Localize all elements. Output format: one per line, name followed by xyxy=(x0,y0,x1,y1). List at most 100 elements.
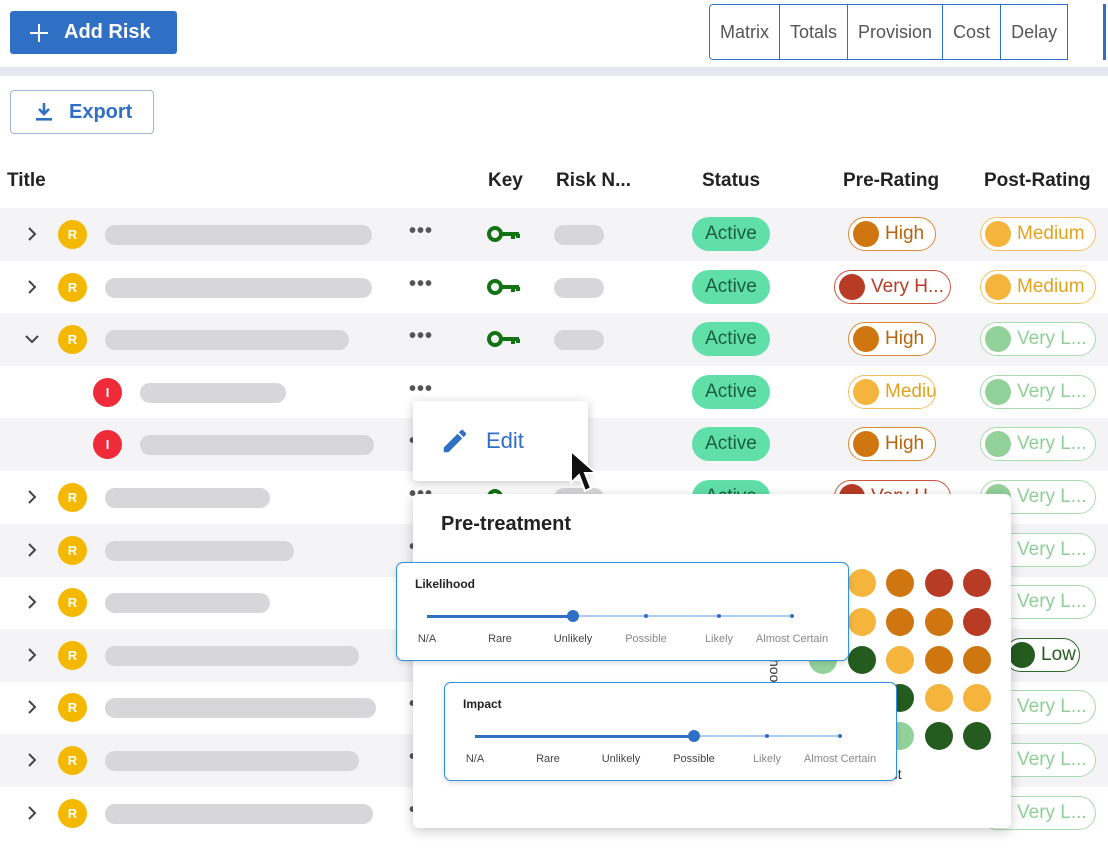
column-pre-rating[interactable]: Pre-Rating xyxy=(843,170,940,191)
matrix-cell[interactable] xyxy=(848,569,876,597)
risk-avatar: R xyxy=(58,483,87,512)
tab-delay[interactable]: Delay xyxy=(1001,5,1068,59)
likelihood-option-label[interactable]: Possible xyxy=(625,633,667,645)
column-key[interactable]: Key xyxy=(488,170,523,191)
impact-slider-tick[interactable] xyxy=(838,734,842,738)
matrix-cell[interactable] xyxy=(886,608,914,636)
risk-avatar: R xyxy=(58,272,87,302)
more-actions-icon[interactable]: ••• xyxy=(409,220,434,242)
likelihood-option-label[interactable]: N/A xyxy=(417,633,437,645)
matrix-cell[interactable] xyxy=(963,684,991,712)
more-actions-icon[interactable]: ••• xyxy=(409,272,434,295)
tab-matrix[interactable]: Matrix xyxy=(710,5,780,59)
tab-provision[interactable]: Provision xyxy=(848,5,944,59)
incident-avatar: I xyxy=(93,377,122,407)
table-row[interactable]: R ••• Active High Very L... xyxy=(0,313,1108,367)
post-rating-label: Very L... xyxy=(1017,801,1087,823)
chevron-right-icon[interactable] xyxy=(24,699,40,715)
add-risk-button[interactable]: Add Risk xyxy=(10,11,177,54)
key-icon xyxy=(487,331,520,348)
edit-label: Edit xyxy=(486,428,524,453)
tab-cost[interactable]: Cost xyxy=(943,5,1002,59)
impact-slider-thumb[interactable] xyxy=(688,730,700,742)
more-actions-icon[interactable]: ••• xyxy=(409,325,434,348)
title-placeholder xyxy=(105,645,359,666)
likelihood-slider-tick[interactable] xyxy=(717,614,721,618)
likelihood-option-label[interactable]: Likely xyxy=(704,633,734,645)
key-icon xyxy=(487,226,520,242)
matrix-cell[interactable] xyxy=(963,722,991,750)
chevron-right-icon[interactable] xyxy=(24,489,40,505)
table-row[interactable]: I ••• Active Medium Very L... xyxy=(0,366,1108,419)
impact-option-label[interactable]: Almost Certain xyxy=(803,753,877,765)
matrix-cell[interactable] xyxy=(963,608,991,636)
impact-slider-tick[interactable] xyxy=(765,734,769,738)
title-placeholder xyxy=(105,225,372,245)
chevron-right-icon[interactable] xyxy=(24,752,40,768)
status-badge: Active xyxy=(692,217,770,251)
chevron-down-icon[interactable] xyxy=(24,331,40,347)
matrix-cell[interactable] xyxy=(848,608,876,636)
plus-icon xyxy=(30,23,48,42)
chevron-right-icon[interactable] xyxy=(24,805,40,821)
pre-rating-label: Very H... xyxy=(871,275,944,297)
impact-option-label[interactable]: Possible xyxy=(673,753,715,765)
matrix-cell[interactable] xyxy=(925,608,953,636)
matrix-cell[interactable] xyxy=(925,569,953,597)
likelihood-slider-tick[interactable] xyxy=(790,614,794,618)
column-title[interactable]: Title xyxy=(7,170,46,191)
likelihood-option-label[interactable]: Rare xyxy=(488,633,512,645)
title-placeholder xyxy=(105,277,372,298)
matrix-cell[interactable] xyxy=(963,646,991,674)
impact-option-label[interactable]: Unlikely xyxy=(601,753,641,765)
post-rating-badge: Very L... xyxy=(980,427,1096,462)
likelihood-option-label[interactable]: Unlikely xyxy=(553,633,593,645)
likelihood-slider-track[interactable] xyxy=(427,615,792,617)
risk-avatar: R xyxy=(58,220,87,249)
likelihood-slider-thumb[interactable] xyxy=(567,610,579,622)
edit-menu-item[interactable]: Edit xyxy=(413,401,588,481)
post-rating-badge: Low xyxy=(1004,637,1080,672)
chevron-right-icon[interactable] xyxy=(24,542,40,558)
chevron-right-icon[interactable] xyxy=(24,279,40,295)
impact-option-label[interactable]: N/A xyxy=(465,753,485,765)
export-button[interactable]: Export xyxy=(10,90,154,134)
matrix-y-axis-label: hoo xyxy=(767,659,783,683)
column-status[interactable]: Status xyxy=(702,170,761,191)
post-rating-badge: Very L... xyxy=(980,322,1096,357)
table-row[interactable]: R ••• Active High Medium xyxy=(0,208,1108,261)
chevron-right-icon[interactable] xyxy=(24,226,40,242)
matrix-cell[interactable] xyxy=(886,569,914,597)
tab-totals[interactable]: Totals xyxy=(780,5,849,59)
impact-option-label[interactable]: Likely xyxy=(752,753,782,765)
title-placeholder xyxy=(105,540,294,561)
matrix-cell[interactable] xyxy=(886,646,914,674)
risk-avatar: R xyxy=(58,640,87,670)
post-rating-label: Very L... xyxy=(1017,591,1087,613)
table-row[interactable]: R ••• Active Very H... Medium xyxy=(0,261,1108,314)
rating-dot xyxy=(985,378,1011,405)
likelihood-slider-tick[interactable] xyxy=(644,614,648,618)
matrix-cell[interactable] xyxy=(925,722,953,750)
risk-number-placeholder xyxy=(554,277,604,298)
post-rating-badge: Very L... xyxy=(980,374,1096,409)
matrix-cell[interactable] xyxy=(925,646,953,674)
pre-rating-label: High xyxy=(885,223,925,244)
title-placeholder xyxy=(105,751,359,771)
matrix-cell[interactable] xyxy=(925,684,953,712)
likelihood-option-label[interactable]: Almost Certain xyxy=(755,633,829,645)
matrix-cell[interactable] xyxy=(848,646,876,674)
risk-avatar: R xyxy=(58,693,87,723)
rating-dot xyxy=(853,431,879,458)
title-placeholder xyxy=(105,698,376,719)
impact-option-label[interactable]: Rare xyxy=(536,753,560,765)
pre-rating-label: High xyxy=(885,433,925,455)
chevron-right-icon[interactable] xyxy=(24,647,40,663)
column-post-rating[interactable]: Post-Rating xyxy=(984,170,1091,191)
matrix-cell[interactable] xyxy=(963,569,991,597)
chevron-right-icon[interactable] xyxy=(24,594,40,610)
column-risk-number[interactable]: Risk N... xyxy=(556,170,631,191)
status-badge: Active xyxy=(692,269,770,304)
more-actions-icon[interactable]: ••• xyxy=(409,377,434,400)
post-rating-label: Low xyxy=(1041,643,1076,665)
